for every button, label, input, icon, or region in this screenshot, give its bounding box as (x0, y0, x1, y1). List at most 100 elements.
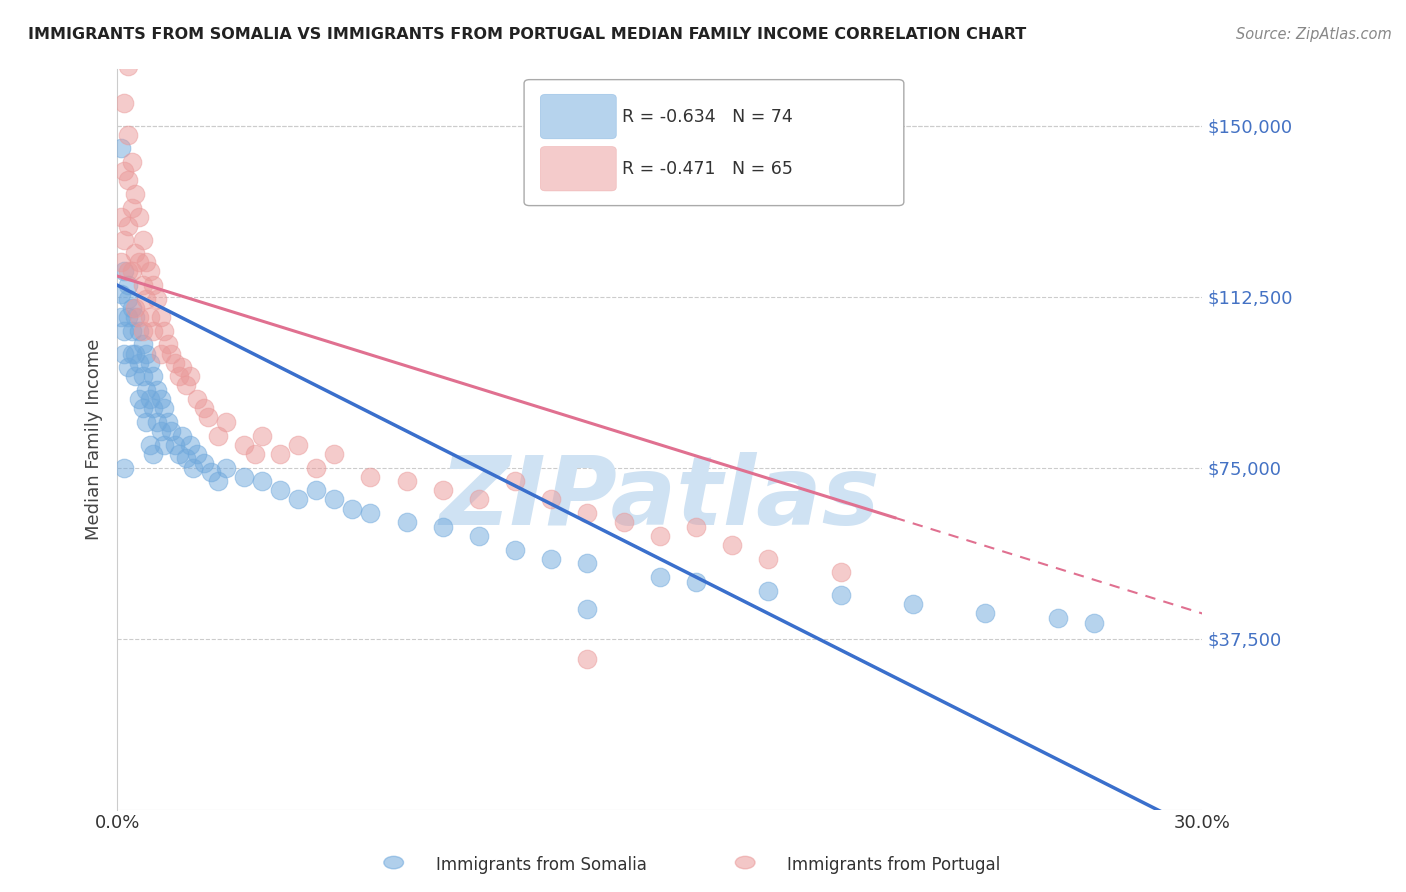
Point (110, 287, 132, 301)
Point (142, 401, 165, 416)
Point (232, 438, 254, 452)
Point (197, 410, 219, 425)
FancyBboxPatch shape (540, 146, 616, 191)
Point (117, 292, 139, 306)
Point (112, 346, 135, 360)
Point (160, 424, 183, 438)
Point (172, 360, 194, 375)
Point (153, 401, 176, 416)
Point (142, 278, 165, 293)
Point (503, 474, 526, 488)
Point (830, 588, 852, 602)
Point (117, 360, 139, 375)
Point (117, 310, 139, 324)
Point (110, 255, 132, 269)
Text: R = -0.634   N = 74: R = -0.634 N = 74 (621, 108, 793, 126)
Point (540, 551, 562, 566)
Point (146, 383, 169, 397)
Point (287, 492, 309, 507)
Point (128, 324, 150, 338)
Text: ZIPatlas: ZIPatlas (440, 452, 880, 545)
Point (359, 469, 381, 483)
Point (139, 438, 162, 452)
Point (124, 246, 146, 260)
Point (131, 233, 153, 247)
Point (135, 383, 157, 397)
Point (179, 438, 201, 452)
Point (200, 465, 222, 479)
Point (179, 369, 201, 384)
Point (146, 292, 169, 306)
Point (395, 474, 418, 488)
Point (121, 264, 143, 278)
Point (468, 492, 491, 507)
Point (142, 369, 165, 384)
Point (323, 447, 346, 461)
Point (648, 570, 671, 584)
Point (124, 301, 146, 315)
Point (685, 520, 707, 534)
Point (193, 456, 215, 470)
Point (576, 556, 599, 570)
Point (756, 551, 779, 566)
Point (305, 483, 328, 498)
Point (110, 141, 132, 155)
Point (174, 451, 197, 466)
Text: Immigrants from Portugal: Immigrants from Portugal (787, 856, 1001, 874)
Point (186, 447, 208, 461)
Point (974, 607, 997, 621)
Point (156, 415, 179, 429)
Point (142, 324, 165, 338)
Point (124, 310, 146, 324)
Point (135, 255, 157, 269)
Point (287, 438, 309, 452)
Point (167, 447, 190, 461)
Point (468, 529, 491, 543)
Point (305, 460, 328, 475)
Point (121, 301, 143, 315)
Point (128, 392, 150, 406)
Text: R = -0.471   N = 65: R = -0.471 N = 65 (621, 160, 793, 178)
Point (756, 583, 779, 598)
Point (131, 324, 153, 338)
Point (121, 201, 143, 215)
Point (167, 369, 190, 384)
Point (117, 59, 139, 73)
Point (207, 428, 229, 442)
Point (110, 210, 132, 224)
Point (149, 424, 172, 438)
Point (181, 460, 204, 475)
Text: IMMIGRANTS FROM SOMALIA VS IMMIGRANTS FROM PORTUGAL MEDIAN FAMILY INCOME CORRELA: IMMIGRANTS FROM SOMALIA VS IMMIGRANTS FR… (28, 27, 1026, 42)
Point (174, 378, 197, 392)
Point (269, 447, 291, 461)
Point (215, 415, 238, 429)
Point (685, 574, 707, 589)
FancyBboxPatch shape (524, 79, 904, 206)
Point (117, 128, 139, 142)
Point (124, 346, 146, 360)
Point (112, 264, 135, 278)
Point (149, 310, 172, 324)
Point (395, 515, 418, 529)
Point (165, 356, 187, 370)
Point (131, 278, 153, 293)
Point (250, 474, 273, 488)
Point (172, 428, 194, 442)
Point (901, 598, 924, 612)
Point (153, 324, 176, 338)
Point (112, 324, 135, 338)
Point (342, 501, 364, 516)
Point (576, 602, 599, 616)
Point (612, 515, 634, 529)
Point (153, 438, 176, 452)
Point (186, 392, 208, 406)
Point (193, 401, 215, 416)
Point (149, 346, 172, 360)
Point (215, 460, 238, 475)
Point (112, 95, 135, 110)
Point (139, 310, 162, 324)
Point (117, 278, 139, 293)
Point (117, 173, 139, 187)
Point (110, 310, 132, 324)
Point (121, 324, 143, 338)
